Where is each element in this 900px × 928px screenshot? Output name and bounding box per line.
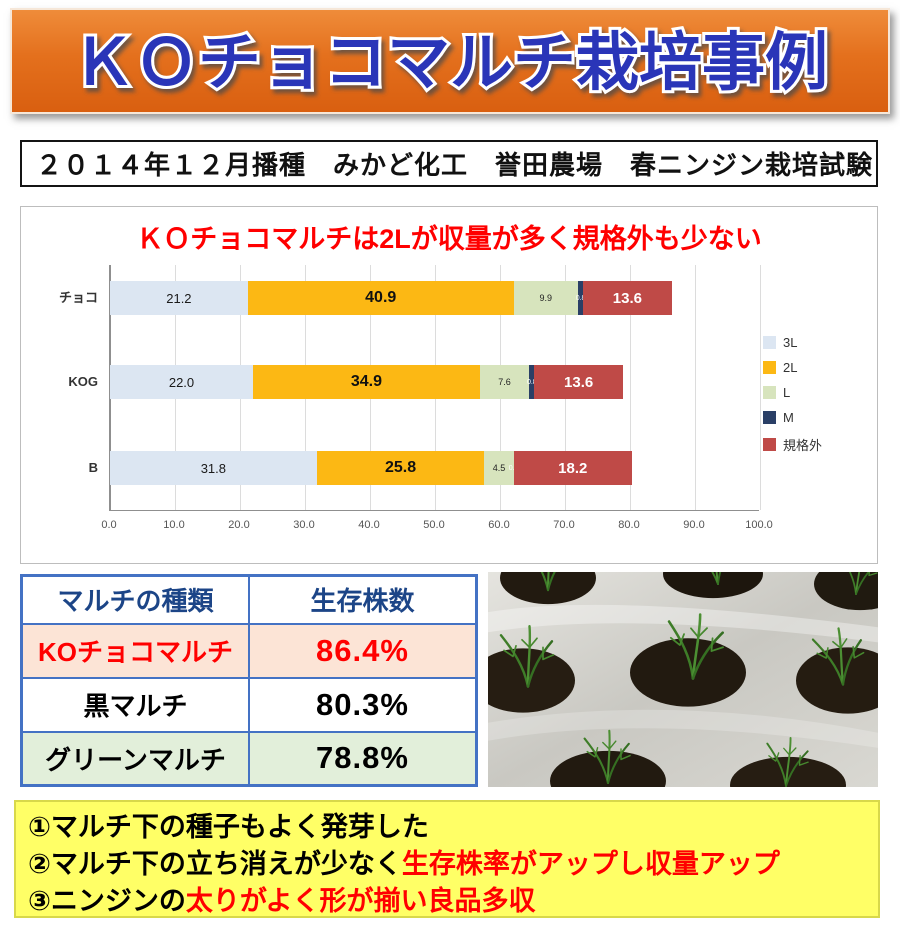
- category-label-B: B: [88, 460, 98, 475]
- subtitle-text: ２０１４年１２月播種 みかど化工 誉田農場 春ニンジン栽培試験: [36, 150, 874, 180]
- x-axis-tick: 50.0: [423, 519, 445, 531]
- legend-swatch: [763, 411, 776, 424]
- table-row: グリーンマルチ 78.8%: [20, 730, 478, 787]
- bar-segment-規格外: 13.6: [534, 365, 623, 399]
- note-line: ②マルチ下の立ち消えが少なく生存株率がアップし収量アップ: [28, 846, 866, 883]
- survival-table: マルチの種類 生存株数 KOチョコマルチ 86.4% 黒マルチ 80.3% グリーンマルチ…: [20, 574, 478, 787]
- bar-value-label: 40.9: [365, 289, 397, 306]
- bar-value-label: 21.2: [166, 290, 192, 306]
- bar-segment-3L: 22.0: [110, 365, 253, 399]
- note-text: 太りがよく形が揃い良品多収: [185, 886, 536, 916]
- note-line: ①マルチ下の種子もよく発芽した: [28, 809, 866, 846]
- bar-segment-L: 9.9: [513, 281, 578, 315]
- legend-label: 規格外: [783, 438, 823, 453]
- chart-legend: 3L 2L L M 規格外: [763, 335, 822, 454]
- gridline: [695, 265, 696, 510]
- bar-value-label: 25.8: [384, 459, 417, 476]
- legend-label: 2L: [783, 360, 798, 375]
- bar-segment-L: 4.5: [484, 451, 514, 485]
- bar-segment-L: 7.6: [479, 365, 530, 399]
- mulch-field-photo: [488, 572, 878, 787]
- legend-label: L: [783, 385, 791, 400]
- mulch-type-cell: KOチョコマルチ: [20, 622, 250, 679]
- bar-B: 31.825.84.50.018.2: [110, 451, 632, 485]
- table-header-cell: マルチの種類: [20, 574, 250, 625]
- x-axis-tick: 30.0: [293, 519, 315, 531]
- page-title: ＫＯチョコマルチ栽培事例: [72, 28, 828, 98]
- table-row: KOチョコマルチ 86.4%: [20, 622, 478, 679]
- survival-table-wrap: マルチの種類 生存株数 KOチョコマルチ 86.4% 黒マルチ 80.3% グリーンマルチ…: [20, 574, 478, 787]
- banner-title-graphic: ＫＯチョコマルチ栽培事例: [69, 25, 831, 101]
- bar-value-label: 13.6: [612, 289, 642, 307]
- legend-label: M: [783, 410, 794, 425]
- table-row: 黒マルチ 80.3%: [20, 676, 478, 733]
- bar-value-label: 31.8: [200, 460, 226, 476]
- chart-title: ＫＯチョコマルチは2Lが収量が多く規格外も少ない: [136, 224, 762, 254]
- legend-label: 3L: [783, 335, 798, 350]
- bar-value-label: 22.0: [168, 374, 195, 390]
- bar-segment-2L: 25.8: [316, 451, 485, 485]
- x-axis-tick: 10.0: [163, 519, 185, 531]
- bar-value-label: 13.6: [564, 373, 594, 391]
- x-axis-tick: 90.0: [683, 519, 705, 531]
- legend-swatch: [763, 438, 776, 451]
- bar-value-label: 0.8: [575, 294, 586, 302]
- note-text: ②マルチ下の立ち消えが少なく: [28, 849, 402, 879]
- category-label-チョコ: チョコ: [58, 290, 98, 305]
- gridline: [630, 265, 631, 510]
- note-text: ①マルチ下の種子もよく発芽した: [28, 812, 429, 842]
- table-header-cell: 生存株数: [248, 574, 478, 625]
- x-axis-tick: 80.0: [618, 519, 640, 531]
- header-banner: ＫＯチョコマルチ栽培事例: [10, 8, 890, 114]
- bar-value-label: 34.9: [350, 373, 382, 390]
- legend-item-3L: 3L: [763, 335, 822, 350]
- legend-item-2L: 2L: [763, 360, 822, 375]
- x-axis-tick: 20.0: [228, 519, 250, 531]
- bar-value-label: 18.2: [558, 459, 588, 477]
- note-line: ③ニンジンの太りがよく形が揃い良品多収: [28, 883, 866, 920]
- bar-value-label: 0.8: [526, 378, 537, 386]
- x-axis-tick: 0.0: [101, 519, 117, 531]
- x-axis-tick: 100.0: [745, 519, 773, 531]
- legend-item-L: L: [763, 385, 822, 400]
- bar-チョコ: 21.2 40.9 9.9 0.8 13.6: [110, 281, 672, 315]
- bar-segment-2L: 34.9: [253, 365, 480, 399]
- x-axis-tick: 40.0: [358, 519, 380, 531]
- x-axis-tick: 70.0: [553, 519, 575, 531]
- x-axis-tick: 60.0: [488, 519, 510, 531]
- notes-box: ①マルチ下の種子もよく発芽した ②マルチ下の立ち消えが少なく生存株率がアップし収量…: [14, 800, 880, 918]
- mulch-type-cell: グリーンマルチ: [20, 730, 250, 787]
- category-label-KOG: KOG: [68, 374, 98, 389]
- note-text: ③ニンジンの: [28, 886, 186, 916]
- table-header-row: マルチの種類 生存株数: [20, 574, 478, 625]
- bar-segment-M: 0.8: [526, 365, 537, 399]
- gridline: [760, 265, 761, 510]
- bar-value-label: 7.6: [498, 377, 511, 387]
- bar-value-label: 9.9: [539, 293, 553, 303]
- bar-segment-3L: 21.2: [110, 281, 248, 315]
- subtitle-box: ２０１４年１２月播種 みかど化工 誉田農場 春ニンジン栽培試験: [20, 140, 878, 187]
- survival-rate-cell: 80.3%: [248, 676, 478, 733]
- bar-value-label: 4.5: [492, 463, 506, 473]
- bar-segment-2L: 40.9: [247, 281, 514, 315]
- legend-swatch: [763, 361, 776, 374]
- survival-rate-cell: 78.8%: [248, 730, 478, 787]
- survival-rate-cell: 86.4%: [248, 622, 478, 679]
- mulch-type-cell: 黒マルチ: [20, 676, 250, 733]
- bar-segment-規格外: 18.2: [513, 451, 632, 485]
- chart-panel: ＫＯチョコマルチは2Lが収量が多く規格外も少ない 21.2 40.9 9.9 0.8 1…: [20, 206, 878, 564]
- bar-segment-規格外: 13.6: [583, 281, 672, 315]
- bar-chart-plot-area: 21.2 40.9 9.9 0.8 13.6 22.0 34.9 7.6 0.8 13.6 31.8…: [109, 265, 761, 511]
- legend-swatch: [763, 386, 776, 399]
- bar-KOG: 22.0 34.9 7.6 0.8 13.6: [110, 365, 623, 399]
- bar-segment-3L: 31.8: [110, 451, 317, 485]
- legend-item-規格外: 規格外: [763, 435, 822, 454]
- legend-swatch: [763, 336, 776, 349]
- note-text: 生存株率がアップし収量アップ: [401, 849, 780, 879]
- bar-segment-M: 0.8: [575, 281, 586, 315]
- legend-item-M: M: [763, 410, 822, 425]
